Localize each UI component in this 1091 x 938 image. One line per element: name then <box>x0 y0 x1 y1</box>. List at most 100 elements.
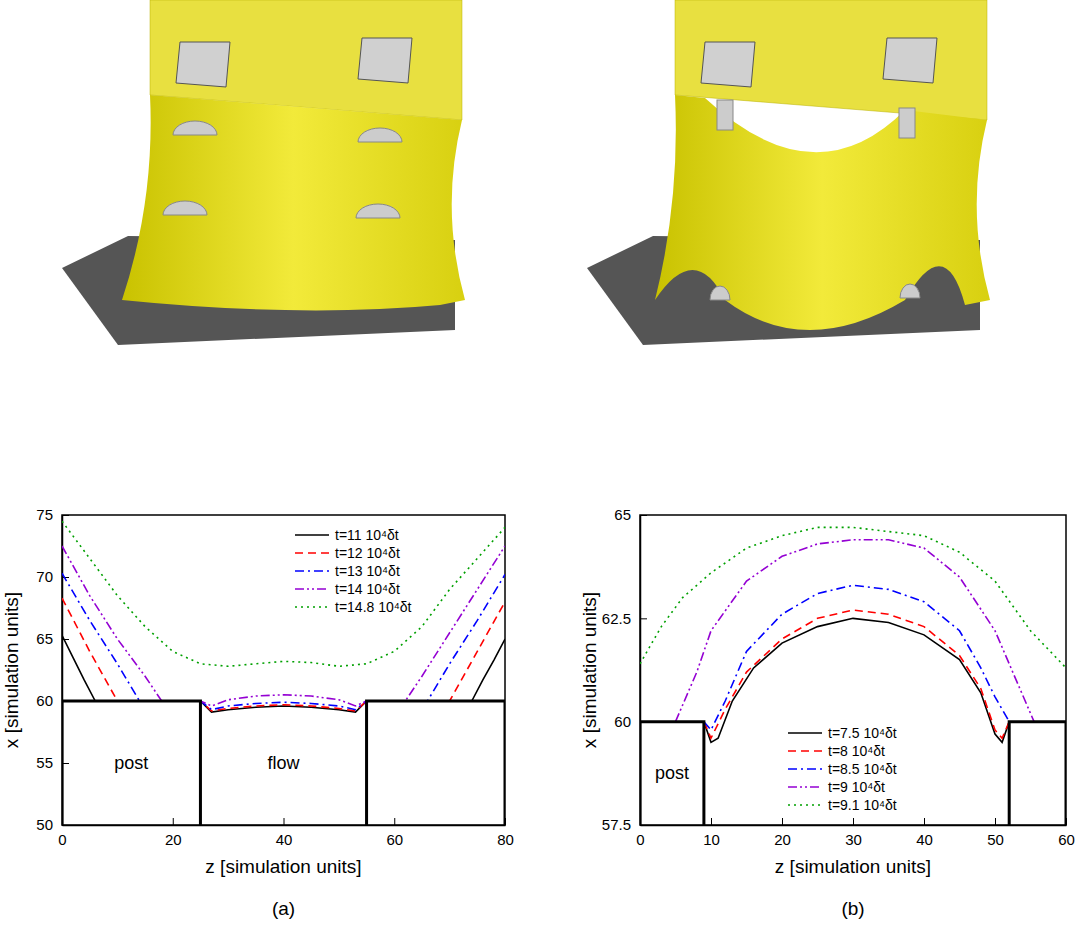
post-outline <box>367 701 505 825</box>
legend-label: t=7.5 10⁴δt <box>828 725 897 741</box>
legend-swatch <box>295 570 329 572</box>
hole <box>173 121 217 135</box>
x-tick-label: 40 <box>916 831 933 848</box>
plot-area <box>640 527 1066 825</box>
x-tick-mark <box>995 818 996 825</box>
y-axis: 505560657075 <box>36 506 69 833</box>
hole <box>356 204 400 218</box>
x-tick-mark <box>173 818 174 825</box>
legend-swatch <box>788 732 822 734</box>
y-tick-label: 60 <box>614 713 631 730</box>
x-tick-mark <box>711 818 712 825</box>
x-tick: 40 <box>276 818 293 848</box>
legend-label: t=14 10⁴δt <box>335 581 400 597</box>
x-tick-label: 20 <box>165 831 182 848</box>
post-outline <box>640 722 704 825</box>
hole <box>358 128 402 142</box>
y-tick-label: 60 <box>36 692 53 709</box>
x-tick-label: 60 <box>1058 831 1075 848</box>
y-tick-mark <box>640 618 647 619</box>
x-tick: 20 <box>774 818 791 848</box>
legend-label: t=8.5 10⁴δt <box>828 761 897 777</box>
plot-area <box>62 521 505 825</box>
legend-swatch <box>295 606 329 608</box>
x-tick-label: 0 <box>58 831 66 848</box>
x-tick: 10 <box>703 818 720 848</box>
y-tick-label: 75 <box>36 506 53 523</box>
legend-label: t=8 10⁴δt <box>828 743 885 759</box>
interface <box>122 95 465 310</box>
y-tick-label: 62.5 <box>602 610 631 627</box>
x-tick-label: 50 <box>987 831 1004 848</box>
x-tick: 30 <box>845 818 862 848</box>
x-tick-mark <box>782 818 783 825</box>
x-tick-mark <box>394 818 395 825</box>
x-tick-label: 10 <box>703 831 720 848</box>
y-tick: 55 <box>36 754 69 771</box>
legend-label: t=12 10⁴δt <box>335 545 400 561</box>
x-tick-label: 80 <box>497 831 514 848</box>
x-tick: 40 <box>916 818 933 848</box>
legend: t=7.5 10⁴δt t=8 10⁴δt t=8.5 10⁴δt t=9 10⁴δt… <box>785 721 915 817</box>
panel-label: (a) <box>272 898 295 919</box>
series-line <box>62 546 505 706</box>
x-axis-title: z [simulation units] <box>205 856 361 877</box>
hole <box>163 201 207 215</box>
x-tick-label: 0 <box>636 831 644 848</box>
legend-label: t=9.1 10⁴δt <box>828 797 897 813</box>
post-base <box>900 284 920 298</box>
series-line <box>704 585 1009 730</box>
series-line <box>676 540 1035 722</box>
legend-label: t=13 10⁴δt <box>335 563 400 579</box>
x-tick-label: 60 <box>386 831 403 848</box>
x-tick-mark <box>853 818 854 825</box>
x-axis: 0 20 40 60 80 <box>58 818 514 848</box>
x-tick-mark <box>924 818 925 825</box>
post-top <box>883 38 937 83</box>
x-tick-label: 30 <box>845 831 862 848</box>
annotation: post <box>655 763 689 783</box>
figure: 0 20 40 60 80 50 55 60 65 70 75 z [simulation units… <box>0 0 1091 938</box>
x-tick: 50 <box>987 818 1004 848</box>
legend-swatch <box>295 552 329 554</box>
annotation: post <box>114 753 148 773</box>
post-neck <box>899 108 915 138</box>
y-tick-label: 50 <box>36 816 53 833</box>
series-line <box>62 573 505 709</box>
legend-background <box>292 523 422 619</box>
x-tick-label: 40 <box>276 831 293 848</box>
series-line <box>62 521 505 666</box>
annotation: flow <box>267 753 300 773</box>
rendering <box>587 0 990 345</box>
y-tick-label: 70 <box>36 568 53 585</box>
x-axis-title: z [simulation units] <box>775 856 931 877</box>
post-outline <box>1009 722 1066 825</box>
legend-label: t=9 10⁴δt <box>828 779 885 795</box>
chart: 010203040506057.56062.565z [simulation u… <box>579 506 1075 919</box>
x-tick: 20 <box>165 818 182 848</box>
legend-swatch <box>788 786 822 788</box>
post-neck <box>717 100 733 130</box>
legend-background <box>785 721 915 817</box>
series-line <box>640 527 1066 668</box>
plot-frame <box>62 515 505 825</box>
series-line <box>704 610 1009 738</box>
plot-frame <box>640 515 1066 825</box>
post-outline <box>62 701 200 825</box>
y-axis-title: x [simulation units] <box>579 592 600 748</box>
legend-label: t=11 10⁴δt <box>335 527 399 543</box>
legend-swatch <box>788 750 822 752</box>
post-top <box>176 42 230 87</box>
panel-label: (b) <box>841 898 864 919</box>
x-tick-mark <box>284 818 285 825</box>
legend-label: t=14.8 10⁴δt <box>335 599 412 615</box>
legend-swatch <box>295 534 329 536</box>
chart: 020406080505560657075z [simulation units… <box>1 506 514 919</box>
y-tick-label: 65 <box>614 506 631 523</box>
legend-swatch <box>295 588 329 590</box>
legend: t=11 10⁴δt t=12 10⁴δt t=13 10⁴δt t=14 10⁴δt… <box>292 523 422 619</box>
y-tick-label: 55 <box>36 754 53 771</box>
y-axis-title: x [simulation units] <box>1 592 22 748</box>
legend-swatch <box>788 768 822 770</box>
x-tick-label: 20 <box>774 831 791 848</box>
